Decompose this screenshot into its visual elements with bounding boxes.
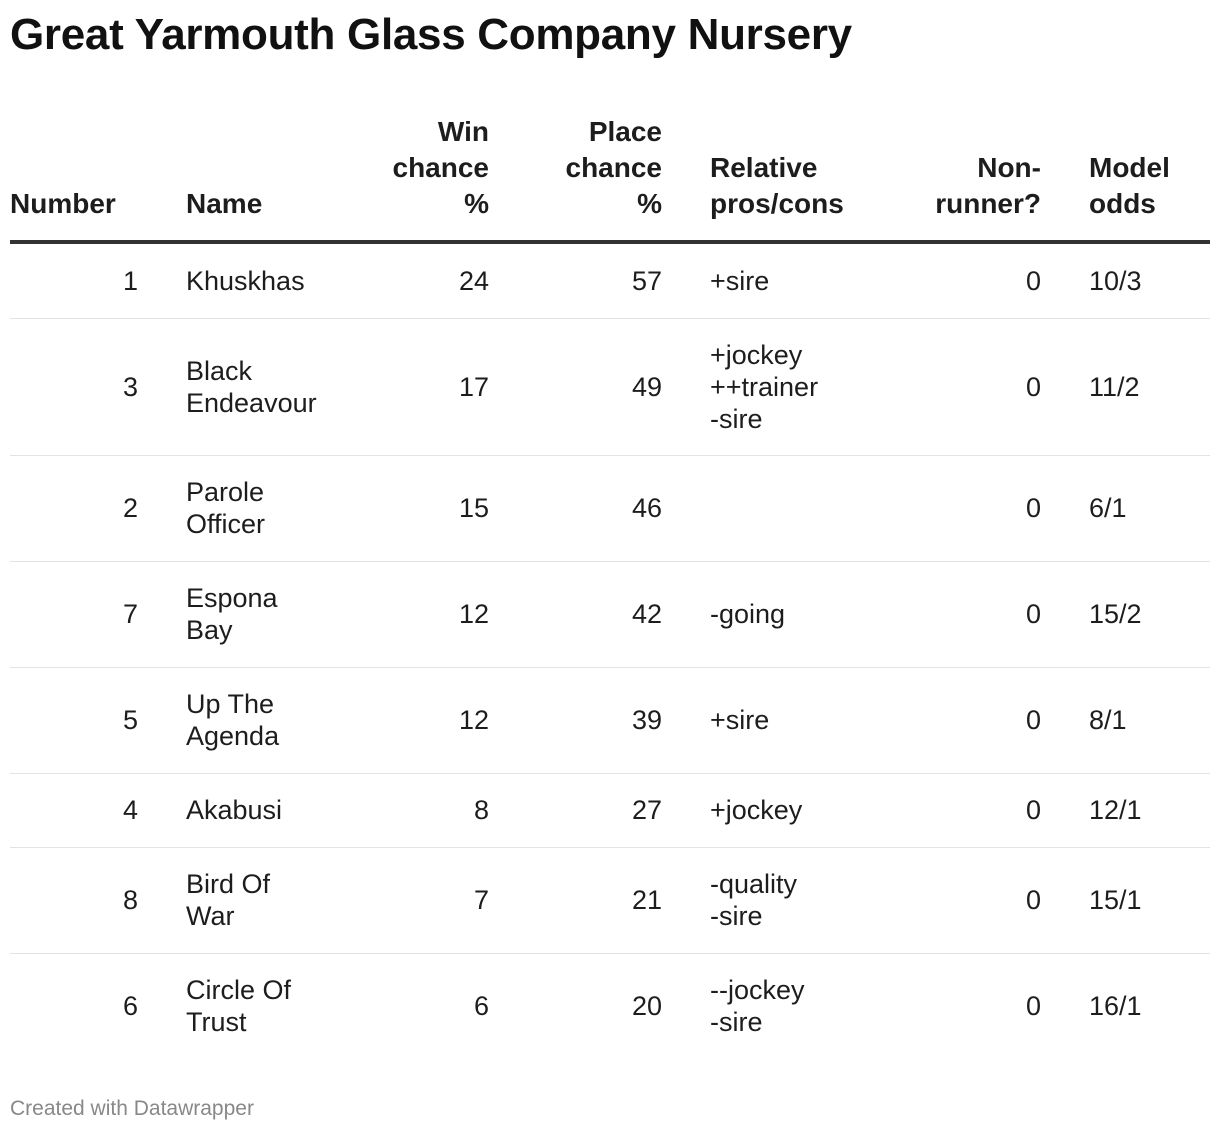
cell-win: 12 xyxy=(344,561,537,668)
header-pros-cons: Relative pros/cons xyxy=(710,114,919,244)
table-row: 3 Black Endeavour 17 49 +jockey ++traine… xyxy=(10,318,1210,456)
cell-odds: 10/3 xyxy=(1089,242,1210,319)
header-name: Name xyxy=(186,114,344,244)
cell-place: 57 xyxy=(537,242,710,319)
cell-non-runner: 0 xyxy=(919,773,1089,848)
chart-title: Great Yarmouth Glass Company Nursery xyxy=(10,10,852,59)
cell-win: 8 xyxy=(344,773,537,848)
cell-name: Bird Of War xyxy=(186,847,344,954)
cell-odds: 15/2 xyxy=(1089,561,1210,668)
cell-pros-cons: +jockey ++trainer -sire xyxy=(710,318,919,456)
cell-pros-cons: -going xyxy=(710,561,919,668)
cell-place: 39 xyxy=(537,667,710,774)
cell-place: 21 xyxy=(537,847,710,954)
cell-win: 6 xyxy=(473,991,489,1022)
cell-place: 46 xyxy=(537,455,710,562)
table-row: 5 Up The Agenda 12 39 +sire 0 8/1 xyxy=(10,667,1210,774)
table-row: 7 Espona Bay 12 42 -going 0 15/2 xyxy=(10,561,1210,668)
cell-pros-cons: --jockey -sire xyxy=(710,975,805,1038)
cell-odds: 15/1 xyxy=(1089,847,1210,954)
header-model-odds: Model odds xyxy=(1089,114,1210,244)
cell-name: Parole Officer xyxy=(186,455,344,562)
cell-pros-cons: -quality -sire xyxy=(710,847,919,954)
cell-number: 4 xyxy=(10,773,186,848)
cell-number: 3 xyxy=(10,318,186,456)
cell-win: 7 xyxy=(344,847,537,954)
cell-name: Espona Bay xyxy=(186,561,344,668)
table-row: 8 Bird Of War 7 21 -quality -sire 0 15/1 xyxy=(10,847,1210,954)
cell-name: Khuskhas xyxy=(186,242,344,319)
cell-win: 12 xyxy=(344,667,537,774)
cell-number: 2 xyxy=(10,455,186,562)
cell-place: 49 xyxy=(537,318,710,456)
cell-pros-cons: +sire xyxy=(710,667,919,774)
header-place-chance: Place chance % xyxy=(537,114,710,244)
cell-place: 42 xyxy=(537,561,710,668)
cell-non-runner: 0 xyxy=(919,455,1089,562)
cell-name: Circle Of Trust xyxy=(186,975,292,1038)
cell-pros-cons xyxy=(710,455,919,562)
table-row: 1 Khuskhas 24 57 +sire 0 10/3 xyxy=(10,242,1210,319)
cell-odds: 11/2 xyxy=(1089,318,1210,456)
cell-non-runner: 0 xyxy=(919,667,1089,774)
cell-pros-cons: +jockey xyxy=(710,773,919,848)
cell-name: Black Endeavour xyxy=(186,318,344,456)
cell-odds: 6/1 xyxy=(1089,455,1210,562)
cell-name: Akabusi xyxy=(186,773,344,848)
cell-odds: 16/1 xyxy=(1089,991,1142,1022)
cell-win: 15 xyxy=(344,455,537,562)
cell-odds: 8/1 xyxy=(1089,667,1210,774)
datawrapper-credit: Created with Datawrapper xyxy=(10,1097,254,1120)
table-row: 6 Circle Of Trust 6 20 --jockey -sire 0 … xyxy=(10,953,1210,1059)
cell-place: 20 xyxy=(631,991,662,1022)
cell-win: 17 xyxy=(344,318,537,456)
cell-name: Up The Agenda xyxy=(186,667,344,774)
cell-number: 7 xyxy=(10,561,186,668)
header-non-runner: Non- runner? xyxy=(919,114,1089,244)
cell-non-runner: 0 xyxy=(1025,991,1041,1022)
cell-pros-cons: +sire xyxy=(710,242,919,319)
results-table: Number Name Win chance % Place chance % … xyxy=(10,114,1210,1059)
cell-number: 1 xyxy=(10,242,186,319)
cell-win: 24 xyxy=(344,242,537,319)
cell-number: 5 xyxy=(10,667,186,774)
cell-non-runner: 0 xyxy=(919,318,1089,456)
table-row: 2 Parole Officer 15 46 0 6/1 xyxy=(10,455,1210,562)
header-number: Number xyxy=(10,114,186,244)
table-row: 4 Akabusi 8 27 +jockey 0 12/1 xyxy=(10,773,1210,848)
cell-non-runner: 0 xyxy=(919,561,1089,668)
cell-number: 6 xyxy=(122,991,138,1022)
header-row: Number Name Win chance % Place chance % … xyxy=(10,114,1210,244)
cell-non-runner: 0 xyxy=(919,242,1089,319)
header-win-chance: Win chance % xyxy=(344,114,537,244)
cell-number: 8 xyxy=(10,847,186,954)
cell-non-runner: 0 xyxy=(919,847,1089,954)
cell-place: 27 xyxy=(537,773,710,848)
cell-odds: 12/1 xyxy=(1089,773,1210,848)
